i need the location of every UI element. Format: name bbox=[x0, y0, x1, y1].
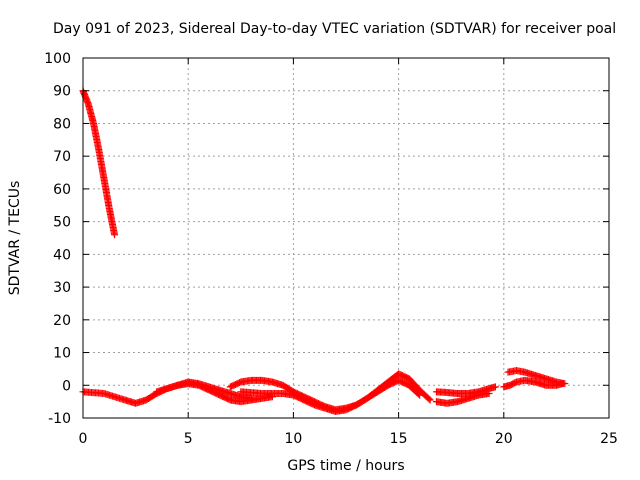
y-tick-label: 90 bbox=[53, 84, 71, 100]
data-point bbox=[485, 389, 493, 397]
series-arc1 bbox=[79, 87, 119, 239]
x-tick-label: 0 bbox=[79, 431, 88, 447]
data-point bbox=[425, 395, 433, 403]
series-arc5 bbox=[237, 370, 434, 415]
data-point bbox=[426, 396, 434, 404]
series-arc3 bbox=[153, 380, 276, 406]
y-axis-label: SDTVAR / TECUs bbox=[7, 181, 23, 296]
x-axis-label: GPS time / hours bbox=[287, 458, 404, 474]
x-tick-label: 15 bbox=[390, 431, 408, 447]
series-arc6 bbox=[353, 376, 424, 409]
y-tick-label: 0 bbox=[62, 378, 71, 394]
y-tick-label: 10 bbox=[53, 346, 71, 362]
data-point bbox=[416, 391, 424, 399]
y-tick-label: -10 bbox=[48, 411, 71, 427]
y-tick-labels: -10 0 10 20 30 40 50 60 70 80 90 100 bbox=[44, 51, 71, 427]
chart-title: Day 091 of 2023, Sidereal Day-to-day VTE… bbox=[53, 21, 616, 37]
x-tick-label: 5 bbox=[184, 431, 193, 447]
y-tick-label: 100 bbox=[44, 51, 71, 67]
y-tick-label: 40 bbox=[53, 247, 71, 263]
y-tick-label: 70 bbox=[53, 149, 71, 165]
grid-lines bbox=[83, 58, 609, 418]
data-points bbox=[79, 87, 569, 415]
data-point bbox=[415, 390, 423, 398]
plot-frame bbox=[82, 57, 610, 419]
y-tick-label: 80 bbox=[53, 116, 71, 132]
x-tick-label: 20 bbox=[495, 431, 513, 447]
y-tick-label: 30 bbox=[53, 280, 71, 296]
x-tick-label: 25 bbox=[600, 431, 618, 447]
axis-ticks bbox=[82, 57, 610, 419]
y-tick-label: 20 bbox=[53, 313, 71, 329]
data-point bbox=[111, 231, 119, 239]
data-point bbox=[491, 383, 499, 391]
series-arc10 bbox=[504, 367, 569, 388]
data-point bbox=[561, 380, 569, 388]
y-tick-label: 50 bbox=[53, 215, 71, 231]
y-tick-label: 60 bbox=[53, 182, 71, 198]
x-tick-labels: 0 5 10 15 20 25 bbox=[79, 431, 618, 447]
x-tick-label: 10 bbox=[284, 431, 302, 447]
series-arc8 bbox=[432, 389, 493, 407]
